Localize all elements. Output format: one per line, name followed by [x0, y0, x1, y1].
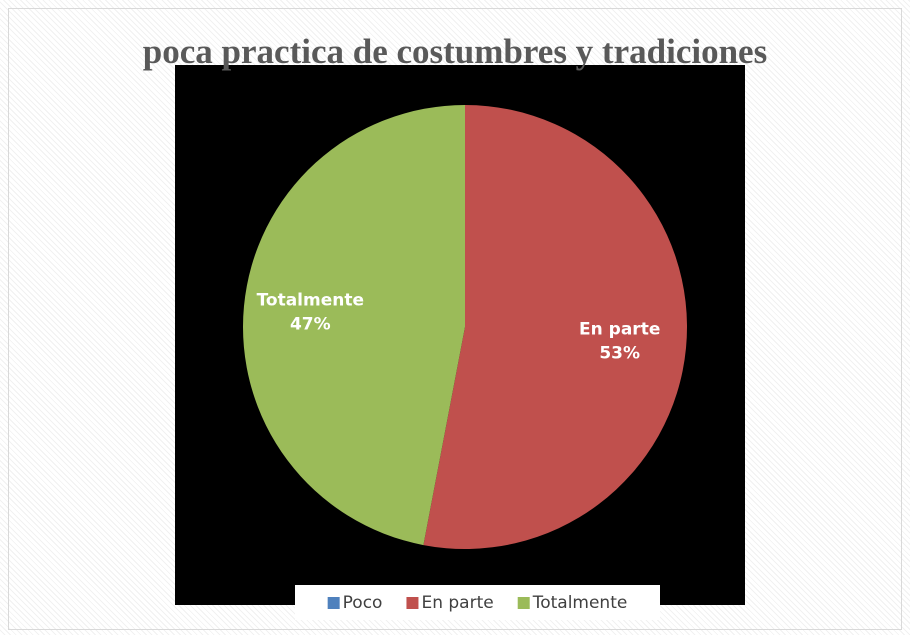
- legend-label: Poco: [343, 593, 383, 613]
- legend: Poco En parte Totalmente: [327, 593, 628, 613]
- data-label-name: Totalmente: [257, 290, 364, 310]
- chart-title: poca practica de costumbres y tradicione…: [143, 32, 767, 71]
- pie-slice: [242, 105, 465, 546]
- pie-slice: [423, 105, 687, 549]
- data-label-value: 47%: [290, 314, 331, 334]
- legend-box: [295, 585, 660, 620]
- legend-swatch: [327, 597, 340, 609]
- legend-swatch: [406, 597, 419, 609]
- frame: [8, 8, 902, 630]
- data-label-value: 53%: [599, 344, 640, 364]
- legend-swatch: [517, 597, 530, 609]
- data-label-name: En parte: [579, 320, 660, 340]
- legend-label: Totalmente: [532, 593, 628, 613]
- legend-label: En parte: [421, 593, 493, 613]
